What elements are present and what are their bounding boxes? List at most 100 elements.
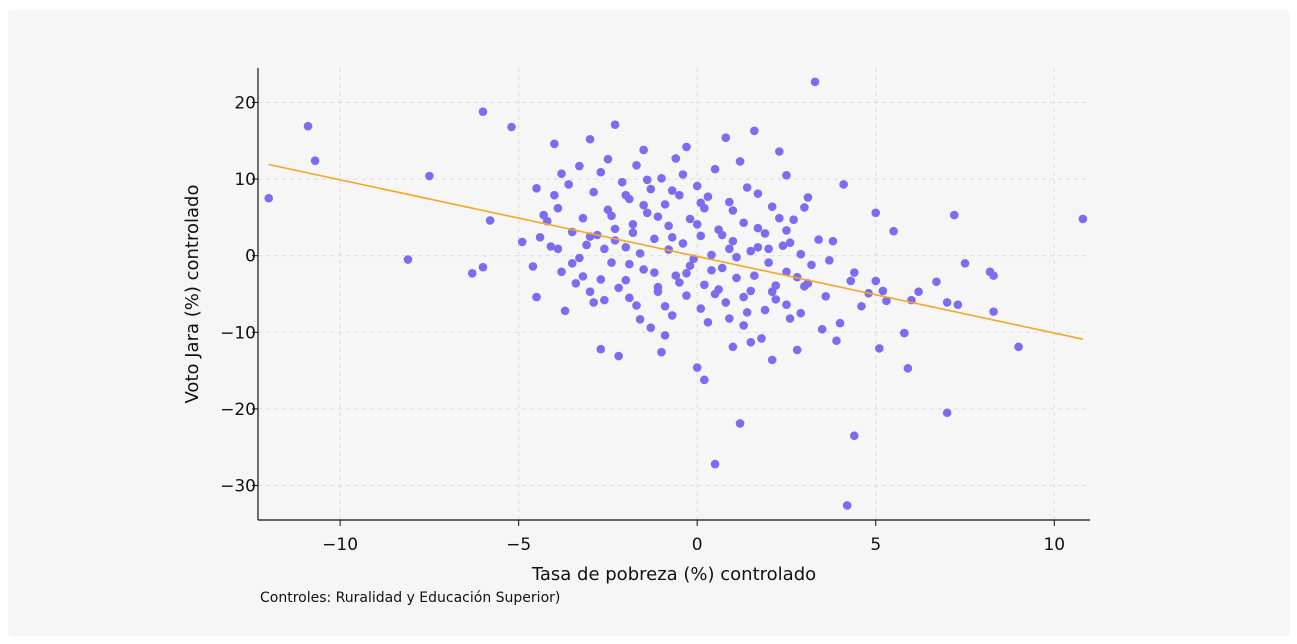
- data-point: [635, 249, 645, 258]
- data-point: [717, 263, 727, 273]
- data-point: [785, 238, 795, 247]
- data-point: [682, 291, 691, 300]
- data-point: [578, 272, 588, 281]
- data-point: [553, 203, 563, 213]
- data-point: [728, 342, 738, 352]
- data-point: [721, 298, 731, 307]
- data-point: [832, 336, 841, 346]
- data-point: [942, 408, 952, 418]
- data-point: [639, 265, 648, 274]
- data-point: [825, 255, 834, 265]
- data-point: [528, 262, 538, 271]
- data-point: [775, 147, 784, 156]
- data-point: [882, 296, 891, 306]
- data-point: [685, 261, 695, 270]
- data-point: [589, 298, 598, 307]
- axes: −10 −5 0 5 10 −30 −20 −10 0 10 20: [220, 68, 1090, 555]
- data-point: [750, 126, 759, 136]
- data-point: [675, 190, 684, 200]
- data-point: [614, 283, 623, 293]
- data-point: [678, 170, 688, 179]
- data-point: [753, 189, 763, 198]
- data-point: [639, 200, 648, 210]
- x-tick-label: 0: [692, 535, 703, 555]
- data-point: [585, 287, 595, 297]
- data-point: [814, 235, 823, 244]
- data-point: [696, 198, 706, 208]
- data-point: [603, 154, 613, 164]
- data-point: [621, 242, 631, 252]
- data-point: [575, 161, 584, 171]
- x-axis-title: Tasa de pobreza (%) controlado: [531, 564, 816, 585]
- data-point: [575, 253, 584, 263]
- data-point: [550, 139, 559, 149]
- data-point: [914, 287, 923, 297]
- data-point: [753, 223, 763, 233]
- data-point: [700, 280, 709, 290]
- chart-card: [8, 10, 1290, 636]
- data-point: [610, 236, 620, 245]
- data-point: [692, 219, 702, 229]
- data-point: [857, 301, 866, 311]
- data-point: [560, 306, 570, 316]
- data-point: [671, 154, 681, 163]
- data-point: [425, 171, 434, 181]
- data-point: [789, 215, 798, 224]
- data-point: [871, 208, 881, 218]
- data-point: [732, 252, 741, 262]
- data-point: [846, 276, 856, 286]
- data-point: [632, 160, 641, 170]
- y-axis-title: Voto Jara (%) controlado: [182, 185, 203, 404]
- data-point: [589, 187, 598, 197]
- data-point: [303, 121, 313, 131]
- data-point: [746, 286, 756, 296]
- data-point: [507, 122, 516, 132]
- data-point: [625, 293, 634, 303]
- data-point: [817, 324, 827, 334]
- data-point: [617, 177, 627, 187]
- y-tick-label: 20: [234, 93, 256, 113]
- data-point: [607, 211, 616, 221]
- y-tick-label: −30: [220, 477, 256, 497]
- data-point: [900, 328, 909, 338]
- data-point: [739, 292, 748, 302]
- data-point: [782, 300, 791, 310]
- data-point: [725, 197, 734, 207]
- data-point: [828, 236, 838, 246]
- data-point: [735, 157, 745, 166]
- data-point: [667, 311, 677, 320]
- data-point: [646, 184, 656, 194]
- data-point: [485, 216, 495, 225]
- data-point: [875, 344, 884, 353]
- data-point: [753, 242, 763, 252]
- data-point: [707, 265, 716, 275]
- data-point: [478, 107, 488, 116]
- data-point: [664, 221, 673, 231]
- data-point: [614, 351, 623, 361]
- fit-line-group: [268, 163, 1084, 340]
- data-point: [710, 289, 720, 299]
- data-point: [835, 318, 845, 328]
- data-point: [785, 314, 795, 323]
- data-point: [685, 214, 695, 224]
- data-point: [878, 286, 888, 296]
- data-point: [721, 133, 731, 143]
- data-point: [692, 363, 702, 372]
- data-point: [889, 226, 898, 236]
- data-point: [550, 190, 559, 200]
- data-point: [775, 213, 784, 223]
- data-point: [660, 200, 670, 209]
- data-point: [678, 239, 688, 248]
- data-point: [667, 233, 677, 242]
- data-point: [810, 77, 820, 87]
- data-point: [596, 167, 606, 177]
- data-point: [767, 355, 777, 365]
- data-point: [632, 301, 641, 310]
- y-tick-label: 0: [245, 247, 256, 267]
- data-point: [739, 321, 748, 330]
- data-point: [871, 276, 881, 286]
- data-point: [642, 208, 652, 218]
- data-point: [692, 181, 702, 191]
- data-point: [842, 501, 852, 510]
